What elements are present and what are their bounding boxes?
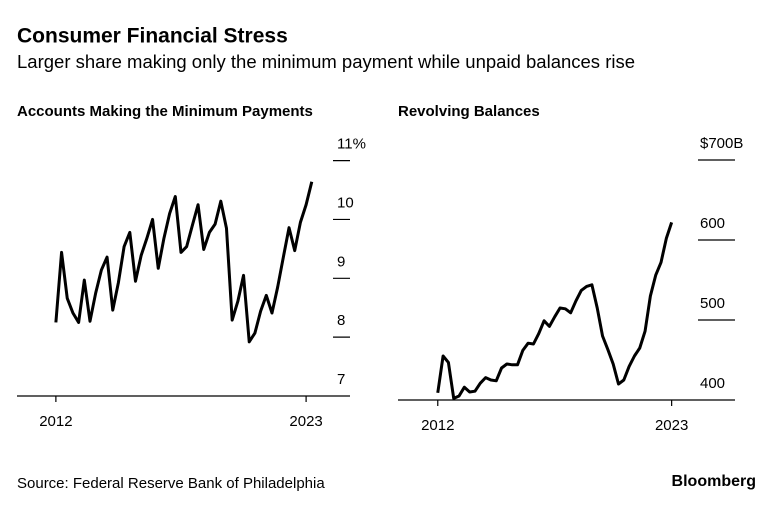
- brand: Bloomberg: [672, 473, 756, 490]
- x-tick-label: 2023: [655, 417, 688, 434]
- x-tick-label: 2023: [289, 413, 322, 430]
- data-line: [54, 181, 314, 344]
- y-tick-label: 11%: [337, 136, 366, 153]
- page-subtitle: Larger share making only the minimum pay…: [17, 51, 635, 72]
- x-tick-label: 2012: [421, 417, 454, 434]
- y-tick-label: 400: [700, 375, 725, 392]
- y-tick-label: 500: [700, 295, 725, 312]
- y-tick-label: 7: [337, 371, 345, 388]
- chart-title: Revolving Balances: [398, 103, 540, 120]
- y-tick-label: 10: [337, 194, 354, 211]
- y-tick-label: $700B: [700, 135, 743, 152]
- y-tick-label: 8: [337, 312, 345, 329]
- chart-title: Accounts Making the Minimum Payments: [17, 103, 313, 120]
- page-title: Consumer Financial Stress: [17, 25, 288, 48]
- y-tick-label: 600: [700, 215, 725, 232]
- data-line: [436, 221, 674, 400]
- y-tick-label: 9: [337, 253, 345, 270]
- x-tick-label: 2012: [39, 413, 72, 430]
- source: Source: Federal Reserve Bank of Philadel…: [17, 475, 325, 492]
